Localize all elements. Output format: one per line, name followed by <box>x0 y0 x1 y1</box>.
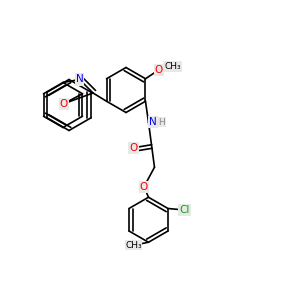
Text: N: N <box>149 117 157 127</box>
Text: H: H <box>159 118 165 127</box>
Text: Cl: Cl <box>179 205 190 215</box>
Text: CH₃: CH₃ <box>125 241 142 250</box>
Text: CH₃: CH₃ <box>164 62 181 71</box>
Text: O: O <box>129 143 138 153</box>
Text: O: O <box>140 182 148 192</box>
Text: O: O <box>155 65 163 75</box>
Text: O: O <box>60 99 68 109</box>
Text: N: N <box>76 74 83 85</box>
